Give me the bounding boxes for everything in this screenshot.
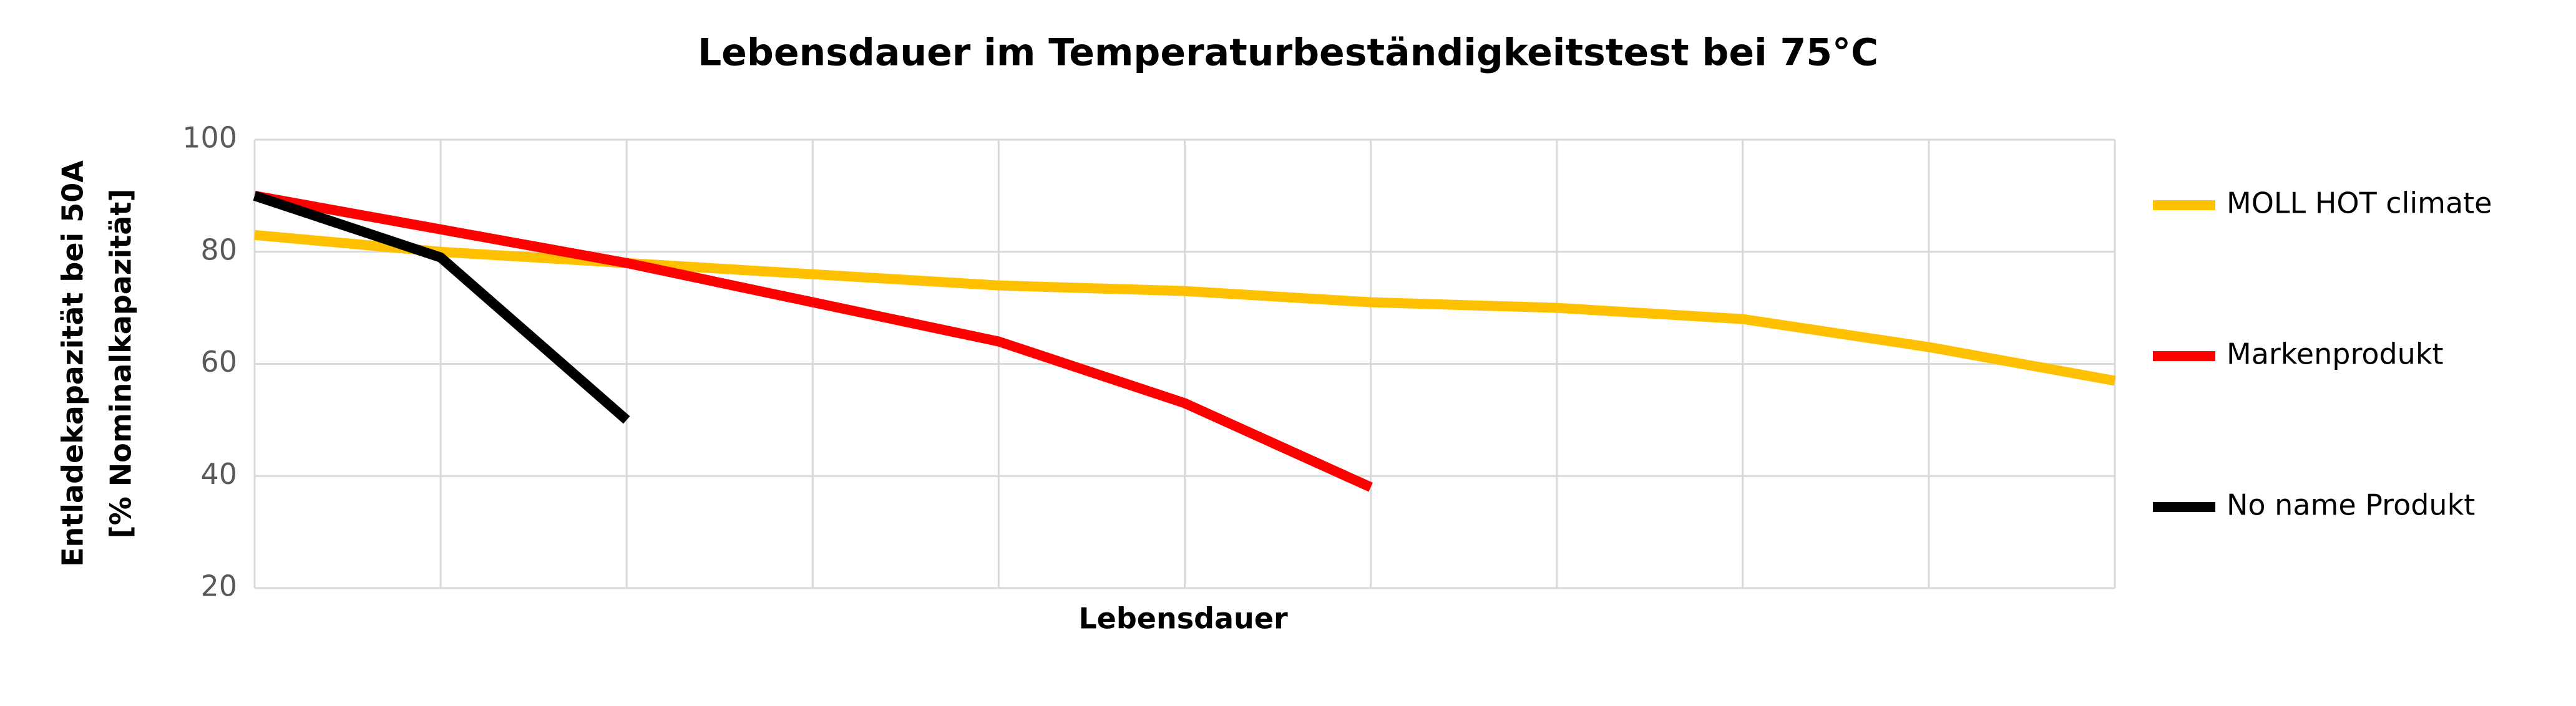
y-tick-label: 60 [200,345,237,379]
y-tick-label: 20 [200,569,237,603]
series-line [253,191,1373,492]
series-line [254,230,2116,386]
x-axis-label: Lebensdauer [1078,602,1288,636]
y-axis-label: Entladekapazität bei 50A [56,160,90,567]
y-tick-label: 100 [182,121,237,155]
chart-title: Lebensdauer im Temperaturbeständigkeitst… [698,31,1878,75]
y-axis-label: [% Nominalkapazität] [104,189,138,539]
legend-label: Markenprodukt [2227,337,2444,371]
series-line [253,191,630,424]
y-tick-label: 40 [200,457,237,491]
legend-label: No name Produkt [2227,488,2475,522]
y-tick-label: 80 [200,233,237,266]
legend-label: MOLL HOT climate [2227,186,2492,220]
